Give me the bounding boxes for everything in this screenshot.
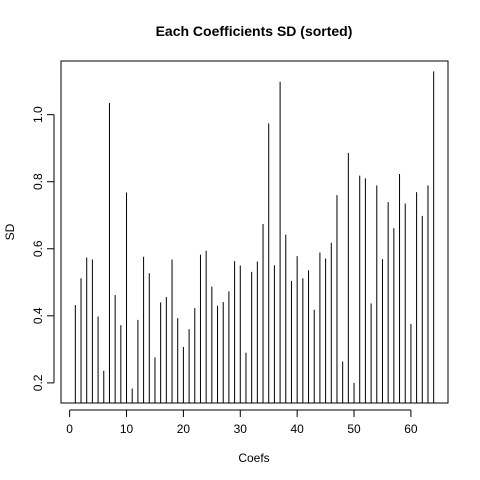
x-axis-label: Coefs (238, 451, 269, 465)
x-axis: 0 10 20 30 40 50 60 (66, 409, 418, 436)
x-tick-label: 20 (177, 422, 191, 436)
x-tick-label: 50 (347, 422, 361, 436)
y-tick-label: 0.2 (31, 374, 45, 391)
y-axis: 0.2 0.4 0.6 0.8 1.0 (31, 106, 55, 391)
x-tick-label: 10 (120, 422, 134, 436)
y-tick-label: 0.8 (31, 173, 45, 190)
plot-frame (60, 60, 449, 404)
y-tick-label: 0.4 (31, 307, 45, 324)
y-axis-label: SD (3, 223, 17, 240)
x-tick-label: 0 (66, 422, 73, 436)
y-tick-label: 0.6 (31, 240, 45, 257)
x-tick-label: 40 (290, 422, 304, 436)
x-tick-label: 30 (234, 422, 248, 436)
bars-layer (74, 71, 435, 403)
y-tick-label: 1.0 (31, 106, 45, 123)
x-tick-label: 60 (404, 422, 418, 436)
chart-title: Each Coefficients SD (sorted) (156, 23, 353, 39)
